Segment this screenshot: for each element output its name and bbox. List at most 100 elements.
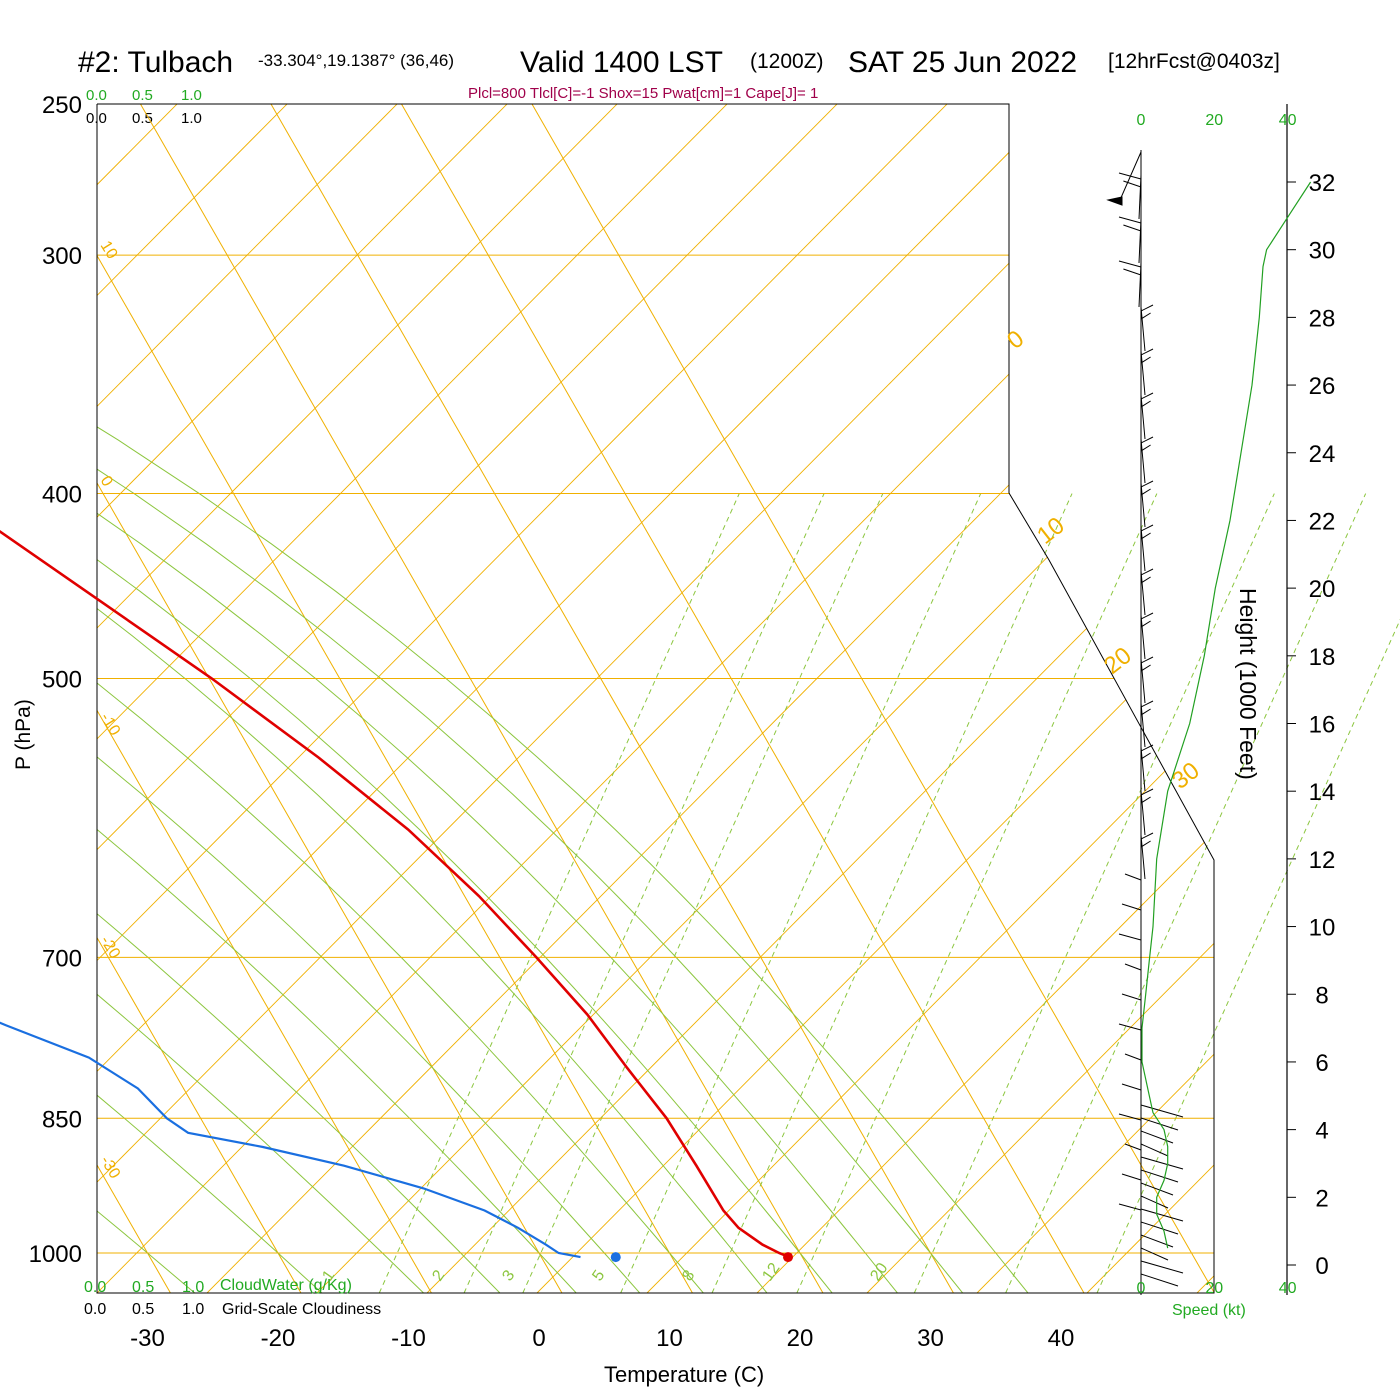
valid-utc: (1200Z)	[750, 50, 824, 73]
speed-top-0: 0	[1137, 112, 1146, 129]
moist-adiabat-9	[97, 104, 833, 1293]
cloudiness-bottom-1: 1.0	[182, 1301, 204, 1318]
temperature-tick-0: 0	[532, 1325, 545, 1352]
dry-adiabat--6	[97, 104, 628, 1293]
wind-barb-staff-13	[1140, 746, 1146, 792]
wind-barb-staff-8	[1140, 526, 1146, 572]
wind-barb-staff-11	[1140, 658, 1146, 704]
wind-barb-flag-b-3	[1140, 312, 1151, 320]
isotherm--10	[97, 104, 432, 1293]
wind-barb-surface-6	[1140, 1182, 1174, 1196]
mixing-ratio-line-2	[522, 493, 884, 1294]
isotherm-50	[531, 104, 1214, 1293]
dry-adiabat--8	[97, 104, 408, 1293]
wind-barb-surface-10	[1140, 1234, 1174, 1248]
cloudwater-bottom-0: 0.0	[84, 1279, 106, 1296]
station-coords: -33.304°,19.1387° (36,46)	[258, 51, 454, 70]
mixing-ratio-label-3: 3	[499, 1267, 518, 1284]
height-tick-0: 0	[1315, 1253, 1328, 1280]
pressure-label-700: 700	[42, 945, 82, 972]
dry-adiabat--4	[97, 104, 848, 1293]
moist-adiabat-4	[97, 104, 501, 1293]
wind-barb-low-0	[1124, 873, 1142, 881]
mixing-ratio-line-5	[796, 493, 1158, 1294]
wind-barb-flag-a-11	[1140, 656, 1154, 664]
height-tick-30: 30	[1309, 238, 1336, 265]
dry-adiabat--5	[97, 104, 738, 1293]
speed-axis-bottom: 0204060	[1137, 1280, 1297, 1297]
isotherm-label-right-0: 0	[1002, 325, 1029, 355]
dry-adiabat-4	[536, 104, 1214, 1293]
height-tick-10: 10	[1309, 915, 1336, 942]
wind-barb-flag-b-8	[1140, 532, 1151, 540]
wind-barb-flag-a-1	[1118, 216, 1142, 224]
cloudwater-scale-1: 1.0	[181, 87, 202, 104]
wind-barb-surface-7	[1140, 1195, 1169, 1209]
isotherm-lines	[0, 94, 1400, 1293]
cloudiness-scale-bottom: 0.0 0.5 1.0 Grid-Scale Cloudiness	[84, 1301, 381, 1318]
isotherm-label-left-0: 10	[97, 238, 121, 262]
wind-barb-low-8	[1118, 1113, 1142, 1121]
wind-barb-surface-3	[1140, 1143, 1169, 1157]
cloudwater-scale-0: 0.0	[86, 87, 107, 104]
dry-adiabat--1	[97, 104, 1178, 1293]
wind-barb-staff-7	[1140, 482, 1146, 528]
dry-adiabat-11	[1307, 94, 1400, 1293]
moist-adiabat-lines	[97, 104, 1029, 1293]
wind-barb-flag-b-5	[1140, 400, 1151, 408]
wind-barb-staff-1	[1138, 218, 1142, 264]
wind-barb-flag-b-15	[1140, 840, 1151, 848]
temperature-tick-30: 30	[917, 1325, 944, 1352]
dry-adiabat--7	[97, 104, 518, 1293]
wind-barb-surface-4	[1140, 1156, 1184, 1170]
wind-barb-flag-b-2	[1123, 268, 1142, 276]
isotherm--40	[0, 104, 40, 1293]
cloudwater-scale-top: 0.0 0.5 1.0	[86, 87, 202, 104]
wind-barb-flag-a-3	[1140, 304, 1154, 312]
dewpoint-profile	[0, 1021, 581, 1259]
wind-barb-flag-a-13	[1140, 744, 1154, 752]
cloudiness-label: Grid-Scale Cloudiness	[222, 1301, 381, 1318]
wind-barb-pennant	[1106, 196, 1123, 206]
wind-barb-low-9	[1124, 1143, 1142, 1151]
wind-barb-staff-0	[1138, 174, 1142, 220]
temperature-tick--10: -10	[391, 1325, 426, 1352]
cloudiness-scale-top: 0.0 0.5 1.0	[86, 110, 202, 127]
temperature-tick-20: 20	[787, 1325, 814, 1352]
forecast-info: [12hrFcst@0403z]	[1108, 50, 1280, 73]
speed-bottom-20: 20	[1205, 1280, 1223, 1297]
moist-adiabat-2	[97, 104, 323, 1293]
cloudwater-bottom-1: 1.0	[182, 1279, 204, 1296]
cloudiness-bottom-05: 0.5	[132, 1301, 154, 1318]
moist-adiabat-1	[97, 104, 196, 1293]
wind-barb-staff-10	[1140, 614, 1146, 660]
mixing-ratio-label-2: 2	[429, 1267, 448, 1284]
wind-barb-staff-9	[1140, 570, 1146, 616]
isotherm-0	[97, 104, 563, 1293]
wind-barb-flag-a-6	[1140, 436, 1154, 444]
pressure-label-850: 850	[42, 1106, 82, 1133]
wind-barb-surface-13	[1140, 1273, 1179, 1287]
height-tick-22: 22	[1309, 508, 1336, 535]
isotherm-label-right-1: 10	[1032, 512, 1070, 550]
pressure-label-1000: 1000	[29, 1241, 82, 1268]
wind-barb-surface-12	[1140, 1260, 1184, 1274]
isotherm-10	[97, 104, 693, 1293]
valid-time: Valid 1400 LST	[520, 46, 723, 79]
height-tick-24: 24	[1309, 441, 1336, 468]
dry-adiabat-10	[1196, 104, 1214, 1293]
wind-barb-flag-b-7	[1140, 488, 1151, 496]
dry-adiabat-5	[646, 104, 1214, 1293]
mixing-ratio-line-1	[463, 493, 825, 1294]
dry-adiabat-1	[206, 104, 1214, 1293]
wind-barb-low-1	[1121, 903, 1142, 911]
height-tick-16: 16	[1309, 712, 1336, 739]
pressure-label-500: 500	[42, 667, 82, 694]
wind-barb-flag-a-12	[1140, 700, 1154, 708]
wind-barb-flag-b-14	[1140, 796, 1151, 804]
isotherm-label-left-2: -10	[97, 710, 124, 739]
moist-adiabat-11	[97, 104, 964, 1293]
pressure-label-400: 400	[42, 482, 82, 509]
wind-barb-surface-8	[1140, 1208, 1184, 1222]
